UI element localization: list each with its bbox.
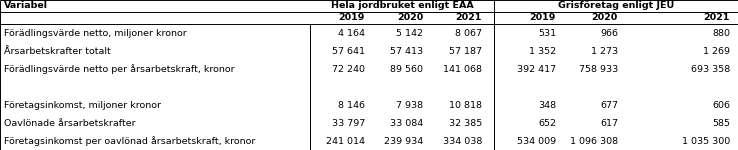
Text: 606: 606	[712, 100, 730, 109]
Text: 33 797: 33 797	[332, 118, 365, 127]
Text: Grisföretag enligt JEU: Grisföretag enligt JEU	[558, 2, 674, 10]
Text: 89 560: 89 560	[390, 64, 423, 74]
Text: 2021: 2021	[703, 14, 730, 22]
Text: 241 014: 241 014	[326, 136, 365, 146]
Text: 10 818: 10 818	[449, 100, 482, 109]
Text: Hela jordbruket enligt EAA: Hela jordbruket enligt EAA	[331, 2, 473, 10]
Text: 693 358: 693 358	[691, 64, 730, 74]
Text: 1 035 300: 1 035 300	[682, 136, 730, 146]
Text: 8 067: 8 067	[455, 28, 482, 38]
Text: 32 385: 32 385	[449, 118, 482, 127]
Text: Årsarbetskrafter totalt: Årsarbetskrafter totalt	[4, 46, 111, 56]
Text: 4 164: 4 164	[338, 28, 365, 38]
Text: 33 084: 33 084	[390, 118, 423, 127]
Text: 677: 677	[600, 100, 618, 109]
Text: 57 413: 57 413	[390, 46, 423, 56]
Text: 2019: 2019	[530, 14, 556, 22]
Text: 5 142: 5 142	[396, 28, 423, 38]
Text: 57 187: 57 187	[449, 46, 482, 56]
Text: 141 068: 141 068	[443, 64, 482, 74]
Text: Förädlingsvärde netto, miljoner kronor: Förädlingsvärde netto, miljoner kronor	[4, 28, 187, 38]
Text: 2019: 2019	[339, 14, 365, 22]
Text: 1 352: 1 352	[529, 46, 556, 56]
Text: 57 641: 57 641	[332, 46, 365, 56]
Text: 966: 966	[600, 28, 618, 38]
Text: 758 933: 758 933	[579, 64, 618, 74]
Text: 652: 652	[538, 118, 556, 127]
Text: 1 273: 1 273	[591, 46, 618, 56]
Text: 1 096 308: 1 096 308	[570, 136, 618, 146]
Text: 585: 585	[712, 118, 730, 127]
Text: 392 417: 392 417	[517, 64, 556, 74]
Text: 7 938: 7 938	[396, 100, 423, 109]
Text: 617: 617	[600, 118, 618, 127]
Text: 880: 880	[712, 28, 730, 38]
Text: 531: 531	[538, 28, 556, 38]
Text: 8 146: 8 146	[338, 100, 365, 109]
Text: Företagsinkomst, miljoner kronor: Företagsinkomst, miljoner kronor	[4, 100, 161, 109]
Text: 334 038: 334 038	[443, 136, 482, 146]
Text: Förädlingsvärde netto per årsarbetskraft, kronor: Förädlingsvärde netto per årsarbetskraft…	[4, 64, 235, 74]
Text: Företagsinkomst per oavlönad årsarbetskraft, kronor: Företagsinkomst per oavlönad årsarbetskr…	[4, 136, 255, 146]
Text: Oavlönade årsarbetskrafter: Oavlönade årsarbetskrafter	[4, 118, 136, 127]
Text: 1 269: 1 269	[703, 46, 730, 56]
Text: 2020: 2020	[592, 14, 618, 22]
Text: 2020: 2020	[397, 14, 423, 22]
Text: 534 009: 534 009	[517, 136, 556, 146]
Text: 239 934: 239 934	[384, 136, 423, 146]
Text: Variabel: Variabel	[4, 2, 48, 10]
Text: 72 240: 72 240	[332, 64, 365, 74]
Text: 2021: 2021	[455, 14, 482, 22]
Text: 348: 348	[538, 100, 556, 109]
